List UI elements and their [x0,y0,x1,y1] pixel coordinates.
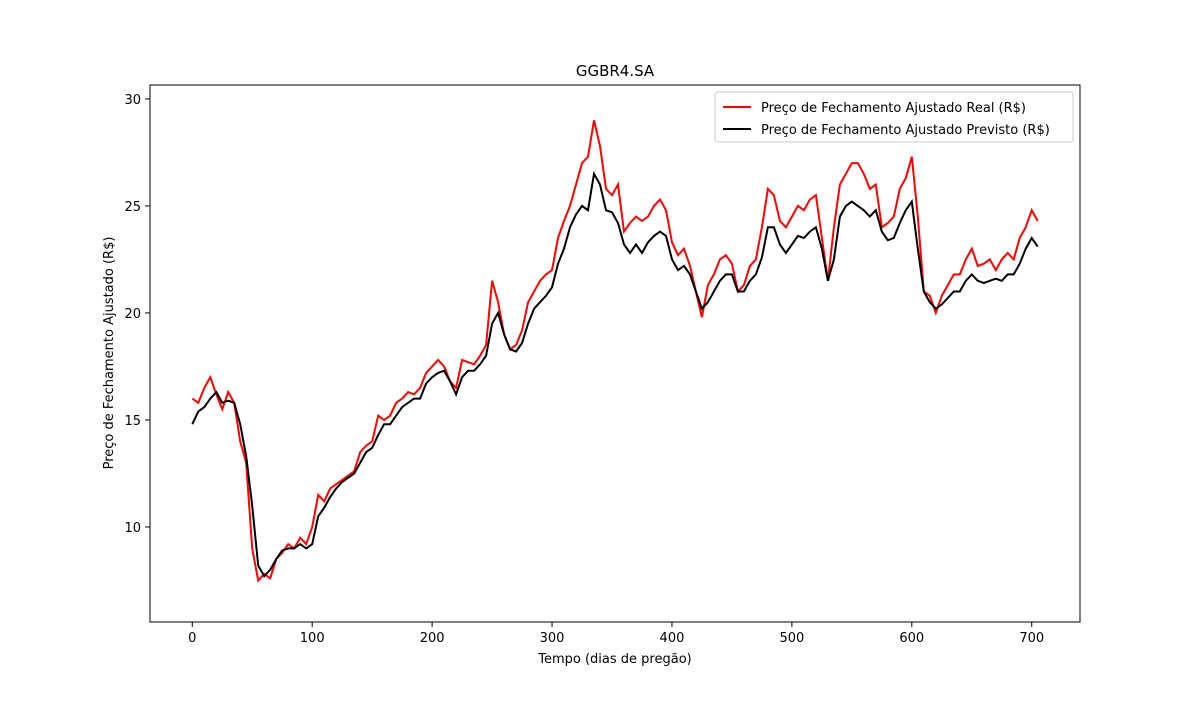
plot-frame [149,84,1081,623]
y-tick-label: 25 [124,200,141,215]
legend-label: Preço de Fechamento Ajustado Previsto (R… [761,123,1050,138]
chart-title: GGBR4.SA [576,62,655,80]
x-tick-label: 500 [779,631,804,646]
data-line [191,120,1039,583]
y-tick-label: 20 [124,307,141,322]
y-axis-label: Preço de Fechamento Ajustado (R$) [102,237,117,470]
x-tick-label: 700 [1019,631,1044,646]
y-tick-label: 30 [124,93,141,108]
y-tick-label: 10 [124,521,141,536]
data-line [191,170,1039,578]
x-tick-label: 200 [420,631,445,646]
x-tick-label: 300 [540,631,565,646]
legend-label: Preço de Fechamento Ajustado Real (R$) [761,101,1026,116]
x-tick-label: 0 [188,631,196,646]
x-tick-label: 600 [899,631,924,646]
legend-box [714,91,1074,143]
y-tick-label: 15 [124,414,141,429]
x-axis-label: Tempo (dias de pregão) [537,652,691,667]
x-tick-label: 400 [660,631,685,646]
x-tick-label: 100 [300,631,325,646]
